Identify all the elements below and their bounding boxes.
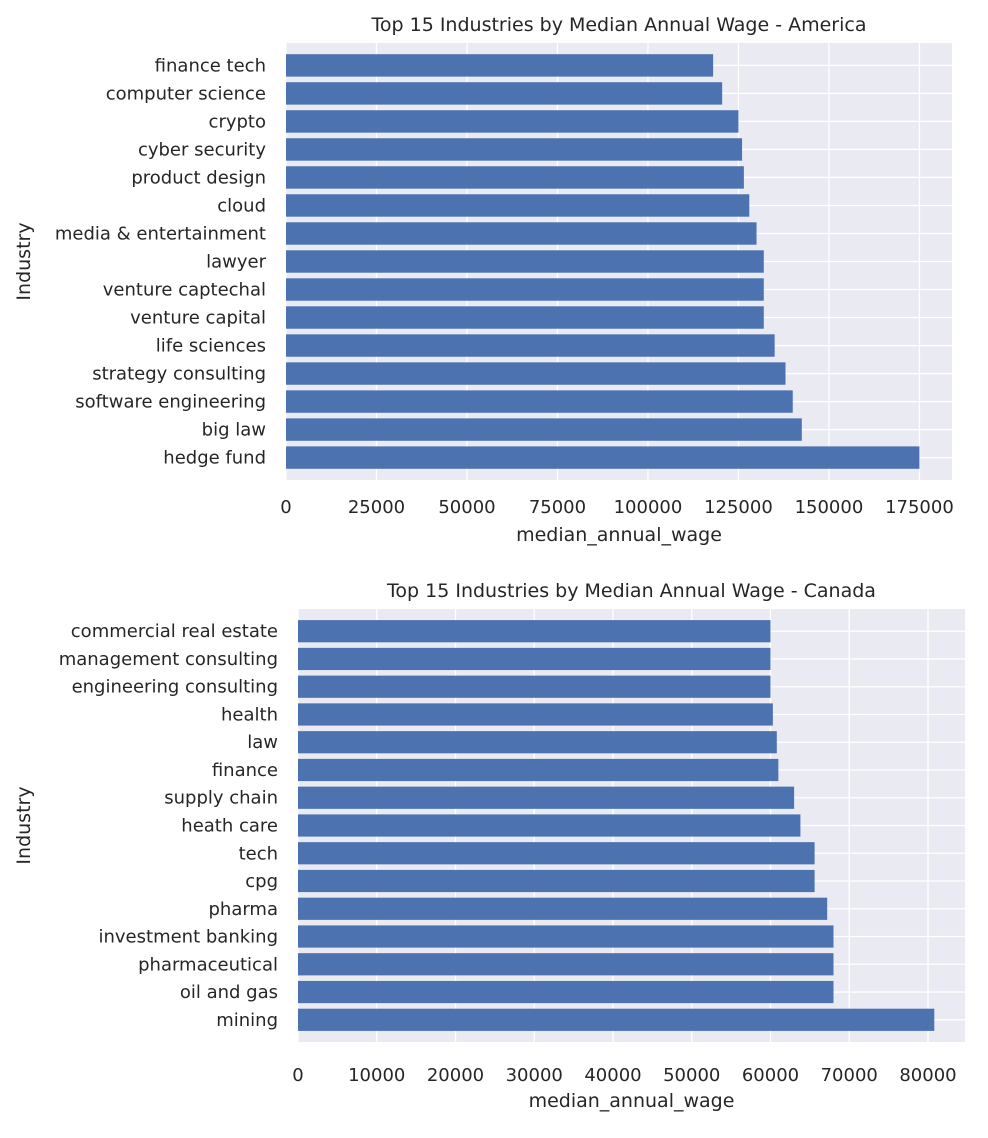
y-tick-labels: finance tech computer science crypto cyber … (55, 55, 267, 468)
bar-software-engineering (286, 390, 793, 413)
x-tick-label: 150000 (795, 497, 864, 518)
y-tick-label: strategy consulting (92, 364, 266, 385)
x-tick-label: 50000 (438, 497, 495, 518)
y-tick-label: media & entertainment (55, 223, 266, 244)
bar-pharmaceutical (298, 953, 834, 976)
bar-hedge-fund (286, 446, 920, 469)
x-tick-label: 40000 (584, 1065, 641, 1086)
y-tick-label: supply chain (164, 788, 278, 809)
y-tick-labels: commercial real estate management consult… (59, 621, 278, 1031)
x-tick-label: 100000 (614, 497, 683, 518)
x-tick-label: 60000 (742, 1065, 799, 1086)
y-tick-label: product design (131, 167, 266, 188)
x-tick-label: 0 (292, 1065, 303, 1086)
x-axis-label: median_annual_wage (529, 1090, 735, 1112)
bar-heath-care (298, 814, 801, 837)
x-tick-label: 20000 (427, 1065, 484, 1086)
bar-cyber-security (286, 138, 743, 161)
bar-product-design (286, 166, 744, 189)
bar-lawyer (286, 250, 764, 273)
y-tick-label: crypto (209, 111, 266, 132)
y-tick-label: investment banking (99, 927, 279, 948)
y-tick-label: pharmaceutical (138, 954, 278, 975)
y-axis-label: Industry (13, 786, 35, 864)
bar-computer-science (286, 82, 723, 105)
x-tick-label: 10000 (348, 1065, 405, 1086)
y-tick-label: finance tech (155, 55, 266, 76)
y-tick-label: finance (212, 760, 278, 781)
y-tick-label: health (221, 704, 278, 725)
y-tick-label: oil and gas (180, 982, 278, 1003)
y-tick-label: engineering consulting (72, 677, 278, 698)
bar-finance-tech (286, 54, 714, 77)
bar-crypto (286, 110, 739, 133)
y-tick-label: big law (202, 420, 266, 441)
x-tick-labels: 0 10000 20000 30000 40000 50000 60000 70000 8000… (292, 1065, 956, 1086)
bar-investment-banking (298, 925, 834, 948)
bar-commercial-real-estate (298, 620, 771, 643)
bar-oil-and-gas (298, 980, 834, 1004)
chart-title: Top 15 Industries by Median Annual Wage … (386, 580, 876, 602)
chart-canada: commercial real estate management consult… (13, 580, 965, 1112)
y-tick-label: cloud (217, 195, 266, 216)
x-tick-label: 175000 (885, 497, 954, 518)
y-axis-label: Industry (13, 222, 35, 300)
y-tick-label: heath care (181, 816, 278, 837)
x-tick-label: 70000 (821, 1065, 878, 1086)
y-tick-label: cyber security (138, 139, 266, 160)
x-tick-label: 75000 (529, 497, 586, 518)
y-tick-label: computer science (106, 83, 266, 104)
bars (286, 54, 920, 469)
x-tick-label: 50000 (663, 1065, 720, 1086)
chart-america: finance tech computer science crypto cyber … (13, 14, 954, 546)
x-tick-labels: 0 25000 50000 75000 100000 125000 150000 175000 (280, 497, 954, 518)
x-tick-label: 80000 (899, 1065, 956, 1086)
bar-cpg (298, 869, 815, 893)
bar-cloud (286, 194, 750, 217)
bar-health (298, 703, 773, 726)
x-axis-label: median_annual_wage (516, 524, 722, 546)
bars (298, 620, 935, 1031)
bar-law (298, 731, 777, 754)
y-tick-label: hedge fund (163, 448, 266, 469)
y-tick-label: cpg (245, 871, 278, 892)
bar-media-entertainment (286, 222, 757, 245)
y-tick-label: tech (239, 843, 278, 864)
x-tick-label: 125000 (704, 497, 773, 518)
y-tick-label: commercial real estate (71, 621, 278, 642)
bar-venture-capital (286, 306, 764, 329)
bar-tech (298, 842, 815, 865)
bar-engineering-consulting (298, 675, 771, 698)
bar-pharma (298, 897, 828, 920)
y-tick-label: venture captechal (103, 280, 266, 301)
y-tick-label: software engineering (75, 392, 266, 413)
y-tick-label: mining (216, 1010, 278, 1031)
y-tick-label: law (247, 732, 278, 753)
bar-management-consulting (298, 647, 771, 671)
x-tick-label: 25000 (348, 497, 405, 518)
x-tick-label: 0 (280, 497, 291, 518)
y-tick-label: life sciences (156, 336, 266, 357)
chart-title: Top 15 Industries by Median Annual Wage … (371, 14, 867, 36)
bar-venture-captechal (286, 278, 764, 301)
x-tick-label: 30000 (506, 1065, 563, 1086)
y-tick-label: lawyer (206, 252, 266, 273)
y-tick-label: management consulting (59, 649, 278, 670)
bar-big-law (286, 418, 802, 441)
bar-strategy-consulting (286, 362, 786, 385)
bar-supply-chain (298, 786, 795, 809)
bar-finance (298, 758, 779, 782)
y-tick-label: venture capital (130, 308, 266, 329)
bar-mining (298, 1008, 935, 1031)
y-tick-label: pharma (208, 899, 278, 920)
bar-life-sciences (286, 334, 775, 357)
